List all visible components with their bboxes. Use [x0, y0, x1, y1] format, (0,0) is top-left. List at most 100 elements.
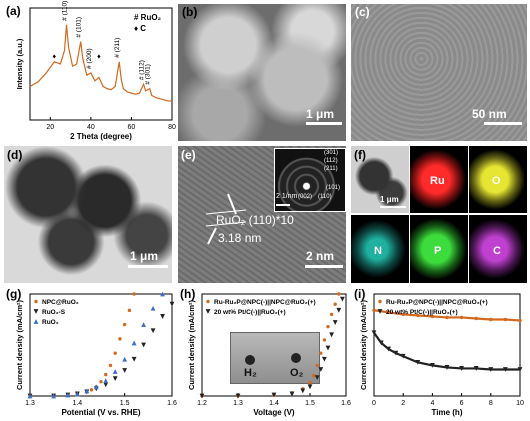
- data-point-g-0-8: [104, 372, 108, 377]
- scale-label-e: 2 nm: [306, 249, 335, 263]
- x-tick-label-i-1: 2: [401, 400, 405, 407]
- data-point-g-2-6: [103, 378, 109, 384]
- data-point-g-2-5: [93, 384, 99, 390]
- x-tick-label-i-2: 4: [430, 400, 434, 407]
- x-axis-label-h: Voltage (V): [253, 408, 295, 417]
- data-point-h-1-5: [307, 384, 313, 390]
- axes-frame-g: [29, 293, 173, 397]
- data-point-g-2-2: [65, 392, 71, 398]
- legend-entry-g-0: NPC@RuO₂: [42, 299, 79, 306]
- scale-bar-e: [305, 265, 343, 268]
- data-point-g-2-9: [131, 340, 137, 346]
- data-point-g-1-8: [122, 368, 128, 373]
- y-axis-label-h: Current density (mA/cm²): [187, 299, 196, 390]
- data-point-h-1-2: [271, 392, 277, 398]
- data-point-g-0-11: [118, 337, 122, 341]
- data-point-g-2-8: [122, 356, 128, 362]
- panel-letter-f: (f): [354, 148, 366, 162]
- map-label-o: O: [492, 175, 501, 187]
- data-point-h-0-10: [326, 324, 330, 329]
- series-line-a-0: [29, 24, 172, 102]
- eds-map-c: [469, 215, 527, 283]
- saed-inset: [274, 148, 346, 212]
- data-point-h-1-7: [318, 367, 324, 372]
- eds-map-ru: [410, 146, 468, 213]
- data-point-h-1-11: [332, 320, 338, 325]
- data-point-g-0-14: [132, 292, 136, 296]
- panel-letter-i: (i): [354, 287, 366, 301]
- legend-marker-h-1: [205, 309, 211, 314]
- y-axis-label-a: Intensity (a.u.): [15, 38, 24, 89]
- scale-label-d: 1 μm: [130, 249, 159, 263]
- sem-image-b: [178, 4, 346, 141]
- eds-tem-image: [351, 146, 409, 213]
- data-point-g-2-7: [112, 369, 118, 374]
- peak-label-0: # (110): [62, 1, 69, 21]
- saed-ring-211: (211): [324, 166, 338, 172]
- data-point-g-0-7: [99, 380, 103, 384]
- x-tick-label-h-1: 1.3: [233, 400, 243, 407]
- data-point-g-2-4: [84, 388, 90, 394]
- data-point-i-1-10: [488, 367, 494, 372]
- axes-frame-a: [29, 7, 173, 121]
- eds-map-n: [351, 215, 409, 283]
- data-point-g-2-3: [74, 391, 80, 397]
- legend-entry-i-1: 20 wt% Pt/C(-)||RuO₂(+): [386, 309, 458, 316]
- data-point-i-0-4: [430, 314, 435, 319]
- x-tick-label-a-2: 60: [128, 124, 136, 131]
- peak-label-5: # (301): [145, 64, 152, 85]
- data-point-g-0-5: [89, 388, 94, 392]
- x-tick-label-h-4: 1.6: [341, 400, 351, 407]
- y-axis-label-i: Current density (mA/cm²): [359, 299, 368, 390]
- x-axis-label-a: 2 Theta (degree): [70, 132, 132, 141]
- data-point-g-2-10: [141, 322, 146, 327]
- peak-label-2: # (200): [86, 48, 93, 69]
- x-tick-label-a-0: 20: [46, 124, 54, 131]
- x-tick-label-g-3: 1.6: [167, 400, 177, 407]
- legend-entry-a-0: # RuO₂: [134, 13, 162, 22]
- data-point-g-2-12: [160, 291, 165, 297]
- data-point-g-0-12: [122, 322, 127, 327]
- panel-letter-d: (d): [7, 148, 23, 162]
- lattice-band-top: [205, 209, 247, 215]
- x-tick-label-h-0: 1.2: [197, 400, 207, 407]
- data-point-h-1-4: [300, 388, 306, 394]
- x-tick-label-h-2: 1.4: [269, 400, 279, 407]
- data-point-i-1-1: [378, 340, 384, 346]
- peak-label-3: # (211): [114, 38, 121, 58]
- data-point-i-1-12: [517, 367, 523, 372]
- panel-letter-h: (h): [180, 287, 196, 301]
- data-point-h-1-9: [325, 345, 331, 351]
- map-label-c: C: [493, 245, 501, 257]
- map-label-n: N: [374, 245, 382, 257]
- legend-marker-g-2: [33, 319, 39, 324]
- saed-ring-301: (301): [324, 150, 339, 156]
- data-point-g-0-9: [108, 363, 113, 368]
- carbon-mark-0: ♦: [53, 53, 57, 60]
- data-point-h-0-13: [337, 292, 341, 296]
- data-point-g-2-1: [51, 393, 57, 399]
- data-point-h-1-13: [340, 296, 345, 302]
- x-tick-label-i-5: 10: [516, 400, 524, 407]
- y-axis-label-g: Current density (mA/cm²): [15, 299, 24, 390]
- data-point-h-0-9: [322, 338, 327, 342]
- data-point-h-1-10: [329, 332, 334, 338]
- scale-label-c: 50 nm: [472, 107, 507, 121]
- data-point-i-1-0: [371, 330, 377, 336]
- inset-label-h2: H₂: [244, 367, 257, 379]
- data-point-g-1-13: [169, 301, 175, 307]
- data-point-i-1-7: [444, 365, 450, 370]
- data-point-h-0-8: [319, 351, 323, 355]
- data-point-i-1-8: [459, 366, 464, 371]
- tem-image-d: [4, 146, 172, 283]
- scale-bar-b: [306, 122, 342, 125]
- scale-bar-f: [380, 206, 406, 208]
- saed-ring-110: (110): [318, 194, 332, 200]
- x-tick-label-g-0: 1.3: [25, 400, 35, 407]
- inset-label-o2: O₂: [290, 367, 304, 379]
- data-point-h-1-8: [322, 356, 327, 362]
- data-point-g-1-6: [103, 382, 109, 388]
- x-tick-label-h-3: 1.5: [305, 400, 315, 407]
